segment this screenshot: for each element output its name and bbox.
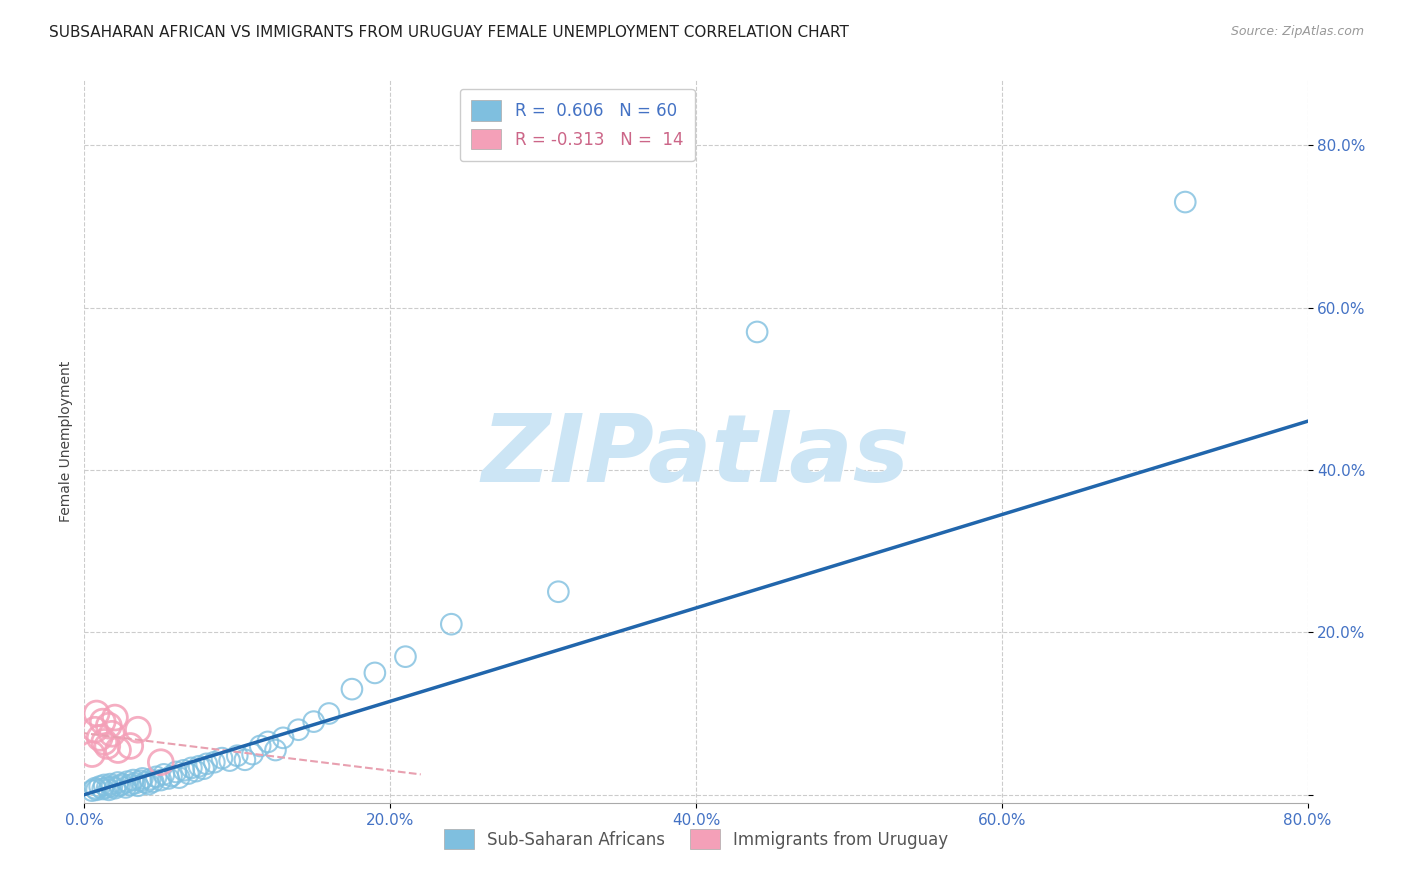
Point bbox=[97, 782, 120, 797]
Point bbox=[264, 743, 287, 757]
Text: ZIPatlas: ZIPatlas bbox=[482, 410, 910, 502]
Point bbox=[547, 584, 569, 599]
Point bbox=[226, 748, 249, 763]
Point bbox=[364, 665, 387, 680]
Point bbox=[188, 759, 211, 773]
Point bbox=[98, 777, 121, 791]
Point bbox=[127, 779, 149, 793]
Point bbox=[218, 754, 240, 768]
Point bbox=[149, 773, 172, 788]
Point bbox=[97, 719, 120, 733]
Point bbox=[122, 773, 145, 788]
Point bbox=[96, 739, 118, 753]
Point bbox=[93, 735, 115, 749]
Point bbox=[180, 761, 202, 775]
Point bbox=[149, 755, 172, 769]
Point bbox=[96, 780, 118, 795]
Point bbox=[120, 739, 142, 753]
Point bbox=[80, 783, 103, 797]
Point bbox=[101, 780, 124, 794]
Point bbox=[131, 772, 153, 786]
Point bbox=[135, 775, 157, 789]
Point bbox=[80, 747, 103, 761]
Point bbox=[287, 723, 309, 737]
Point bbox=[91, 714, 114, 729]
Point bbox=[340, 682, 363, 697]
Point bbox=[89, 731, 111, 745]
Point bbox=[129, 773, 152, 788]
Point bbox=[111, 777, 134, 791]
Point bbox=[1174, 195, 1197, 210]
Point bbox=[124, 776, 146, 790]
Legend: Sub-Saharan Africans, Immigrants from Uruguay: Sub-Saharan Africans, Immigrants from Ur… bbox=[433, 819, 959, 860]
Point bbox=[145, 770, 167, 784]
Point bbox=[249, 739, 271, 753]
Point bbox=[257, 735, 280, 749]
Point bbox=[127, 723, 149, 737]
Y-axis label: Female Unemployment: Female Unemployment bbox=[59, 361, 73, 522]
Point bbox=[115, 774, 138, 789]
Point bbox=[195, 756, 218, 771]
Point bbox=[86, 782, 108, 797]
Point bbox=[211, 751, 233, 765]
Point bbox=[138, 777, 160, 791]
Point bbox=[142, 774, 165, 789]
Point bbox=[271, 731, 294, 745]
Point bbox=[394, 649, 416, 664]
Point bbox=[86, 706, 108, 721]
Point bbox=[747, 325, 769, 339]
Point bbox=[173, 764, 195, 778]
Point bbox=[184, 764, 207, 779]
Point bbox=[89, 780, 111, 794]
Point bbox=[440, 617, 463, 632]
Point bbox=[318, 706, 340, 721]
Point bbox=[101, 727, 124, 741]
Point bbox=[104, 710, 127, 724]
Point bbox=[91, 782, 114, 797]
Point bbox=[84, 723, 107, 737]
Point bbox=[93, 778, 115, 792]
Point bbox=[157, 772, 180, 786]
Point bbox=[153, 767, 176, 781]
Point bbox=[167, 771, 190, 785]
Point bbox=[202, 755, 225, 769]
Text: Source: ZipAtlas.com: Source: ZipAtlas.com bbox=[1230, 25, 1364, 38]
Point bbox=[84, 781, 107, 796]
Point bbox=[160, 769, 183, 783]
Point bbox=[242, 747, 264, 761]
Point bbox=[139, 772, 162, 787]
Point bbox=[177, 766, 200, 780]
Point bbox=[114, 780, 136, 795]
Point bbox=[108, 779, 131, 793]
Point bbox=[165, 764, 187, 779]
Point bbox=[302, 714, 325, 729]
Point bbox=[233, 753, 256, 767]
Point bbox=[120, 778, 142, 792]
Point bbox=[104, 781, 127, 796]
Point bbox=[107, 743, 129, 757]
Text: SUBSAHARAN AFRICAN VS IMMIGRANTS FROM URUGUAY FEMALE UNEMPLOYMENT CORRELATION CH: SUBSAHARAN AFRICAN VS IMMIGRANTS FROM UR… bbox=[49, 25, 849, 40]
Point bbox=[193, 762, 215, 776]
Point bbox=[107, 775, 129, 789]
